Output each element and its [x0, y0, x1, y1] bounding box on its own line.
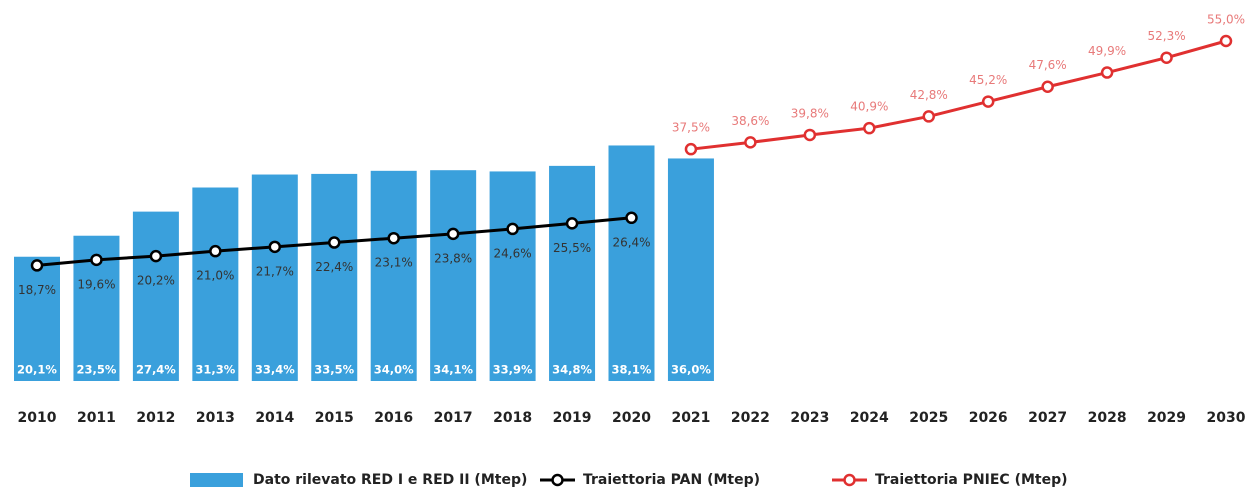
- point-label: 55,0%: [1207, 13, 1245, 27]
- point: [387, 231, 400, 245]
- point: [30, 259, 44, 272]
- bar: [132, 211, 179, 381]
- x-tick-label: 2030: [1207, 410, 1246, 426]
- x-tick-label: 2029: [1147, 410, 1186, 426]
- x-tick-label: 2024: [850, 410, 889, 426]
- bar-label: 34,8%: [552, 363, 592, 377]
- x-tick-label: 2021: [671, 410, 710, 426]
- x-tick-label: 2025: [909, 410, 948, 426]
- bar-label: 23,5%: [76, 363, 116, 377]
- bar: [608, 145, 655, 381]
- point: [744, 136, 757, 149]
- bar-label: 33,4%: [255, 363, 295, 377]
- point-label: 21,0%: [196, 269, 234, 283]
- point-label: 24,6%: [494, 246, 532, 260]
- bar-label: 36,0%: [671, 363, 711, 377]
- legend-label: Traiettoria PAN (Mtep): [583, 472, 760, 488]
- point: [328, 236, 341, 249]
- point: [565, 217, 579, 230]
- bar: [430, 170, 477, 381]
- x-tick-label: 2026: [969, 410, 1008, 426]
- point-label: 18,7%: [18, 283, 56, 297]
- point-label: 22,4%: [315, 260, 353, 274]
- x-tick-label: 2022: [731, 410, 770, 426]
- bar-label: 34,0%: [374, 363, 414, 377]
- point-label: 39,8%: [791, 106, 829, 120]
- x-tick-label: 2020: [612, 410, 651, 426]
- bar: [667, 158, 714, 381]
- x-tick-label: 2014: [255, 410, 294, 426]
- point: [268, 240, 282, 254]
- point-label: 37,5%: [672, 121, 710, 135]
- x-tick-label: 2028: [1088, 410, 1127, 426]
- bar: [192, 187, 239, 381]
- x-tick-label: 2018: [493, 410, 532, 426]
- point-label: 40,9%: [850, 100, 888, 114]
- legend-marker: [843, 473, 856, 487]
- point-label: 23,1%: [375, 256, 413, 270]
- bar-label: 20,1%: [17, 363, 57, 377]
- point-label: 52,3%: [1147, 29, 1185, 43]
- bar: [489, 171, 536, 381]
- bar: [549, 165, 596, 381]
- point-label: 26,4%: [612, 235, 650, 249]
- bar-label: 34,1%: [433, 363, 473, 377]
- bar-label: 31,3%: [195, 363, 235, 377]
- point-label: 19,6%: [77, 277, 115, 291]
- bar: [370, 170, 417, 381]
- point: [981, 95, 995, 108]
- bar-label: 33,9%: [493, 363, 533, 377]
- point: [149, 249, 163, 263]
- x-tick-label: 2010: [18, 410, 57, 426]
- point: [1160, 51, 1173, 64]
- x-tick-label: 2013: [196, 410, 235, 426]
- line: [690, 39, 1227, 151]
- x-tick-label: 2027: [1028, 410, 1067, 426]
- bar-label: 27,4%: [136, 363, 176, 377]
- point: [209, 244, 222, 258]
- point-label: 23,8%: [434, 251, 472, 265]
- point-label: 49,9%: [1088, 44, 1126, 58]
- bar: [311, 173, 358, 381]
- point-label: 47,6%: [1029, 58, 1067, 72]
- x-tick-label: 2017: [434, 410, 473, 426]
- point: [922, 110, 935, 123]
- bar: [251, 174, 298, 381]
- point-label: 25,5%: [553, 241, 591, 255]
- point: [1100, 66, 1114, 79]
- point: [863, 121, 876, 135]
- legend-marker: [551, 473, 564, 487]
- point: [446, 227, 460, 241]
- legend-swatch: [190, 473, 243, 487]
- point: [1041, 80, 1054, 93]
- x-tick-label: 2011: [77, 410, 116, 426]
- point: [506, 222, 519, 236]
- x-tick-label: 2015: [315, 410, 354, 426]
- point: [803, 128, 817, 142]
- point-label: 42,8%: [910, 88, 948, 102]
- bar-label: 38,1%: [612, 363, 652, 377]
- legend-label: Dato rilevato RED I e RED II (Mtep): [253, 472, 527, 488]
- bar: [14, 256, 60, 381]
- x-tick-label: 2016: [374, 410, 413, 426]
- point: [1219, 34, 1233, 48]
- x-tick-label: 2023: [790, 410, 829, 426]
- point-label: 20,2%: [137, 274, 175, 288]
- point-label: 21,7%: [256, 264, 294, 278]
- point: [625, 211, 638, 225]
- point: [90, 253, 103, 267]
- x-tick-label: 2019: [553, 410, 592, 426]
- point: [684, 142, 698, 156]
- legend-label: Traiettoria PNIEC (Mtep): [875, 472, 1068, 488]
- x-tick-label: 2012: [136, 410, 175, 426]
- point-label: 45,2%: [969, 73, 1007, 87]
- bar-label: 33,5%: [314, 363, 354, 377]
- point-label: 38,6%: [731, 114, 769, 128]
